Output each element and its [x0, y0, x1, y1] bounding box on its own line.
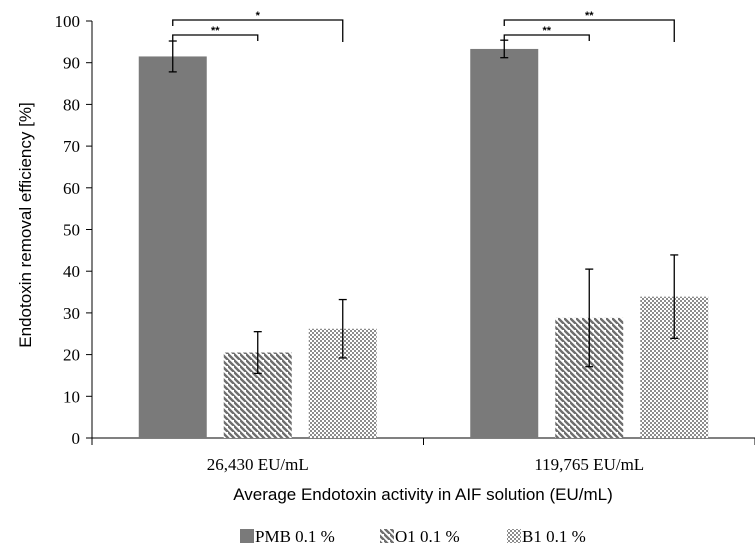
legend-swatch-3: [507, 529, 521, 543]
y-tick-label: 60: [63, 179, 80, 198]
y-tick-label: 20: [63, 346, 80, 365]
y-tick-label: 0: [72, 429, 81, 448]
x-axis-title: Average Endotoxin activity in AIF soluti…: [233, 485, 613, 504]
y-tick-label: 80: [63, 95, 80, 114]
legend-label-2: O1 0.1 %: [395, 527, 460, 546]
y-tick-label: 100: [55, 12, 81, 31]
y-tick-label: 10: [63, 387, 80, 406]
x-category-label: 119,765 EU/mL: [534, 455, 644, 474]
significance-marker: *: [256, 10, 261, 22]
y-tick-label: 90: [63, 54, 80, 73]
significance-bracket: [503, 34, 590, 41]
legend-label-3: B1 0.1 %: [522, 527, 586, 546]
bar-1-cat-1: [138, 56, 207, 438]
x-category-label: 26,430 EU/mL: [207, 455, 309, 474]
y-tick-label: 40: [63, 262, 80, 281]
significance-bracket: [172, 19, 344, 42]
bar-1-cat-2: [470, 48, 539, 439]
y-axis-title: Endotoxin removal efficiency [%]: [16, 102, 35, 347]
legend-label-1: PMB 0.1 %: [255, 527, 335, 546]
significance-bracket: [503, 19, 675, 42]
legend-swatch-2: [380, 529, 394, 543]
significance-bracket: [172, 34, 259, 41]
legend-swatch-1: [240, 529, 254, 543]
y-tick-label: 70: [63, 137, 80, 156]
y-tick-label: 30: [63, 304, 80, 323]
significance-marker: **: [542, 25, 551, 37]
significance-marker: **: [585, 10, 594, 22]
significance-marker: **: [211, 25, 220, 37]
y-tick-label: 50: [63, 221, 80, 240]
